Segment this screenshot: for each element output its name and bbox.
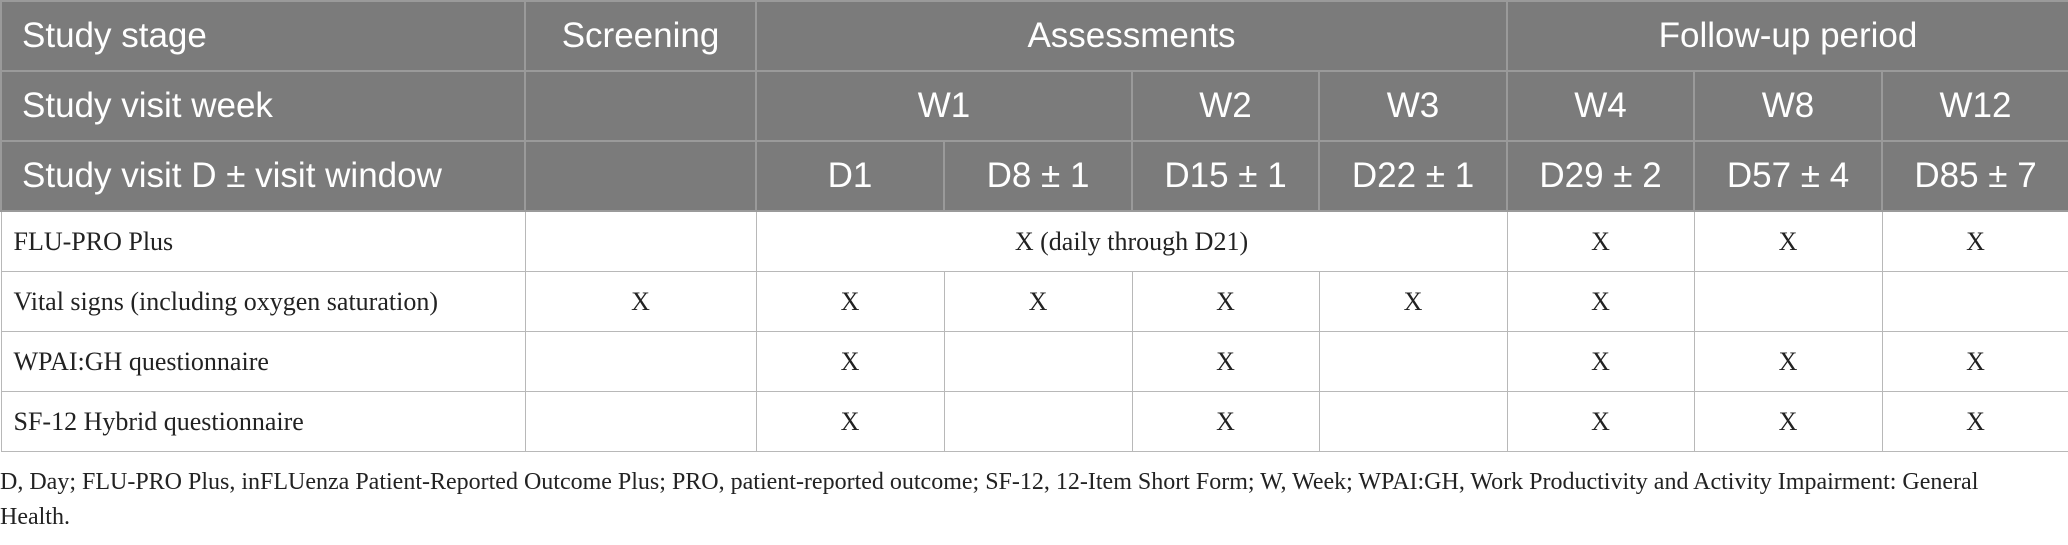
cell-d8: X xyxy=(943,271,1133,332)
cell-w12: X xyxy=(1881,210,2068,272)
cell-w12 xyxy=(1881,271,2068,332)
table-row: FLU-PRO Plus X (daily through D21) X X X xyxy=(0,210,2068,272)
cell-w4: X xyxy=(1506,210,1695,272)
header-day-d29: D29 ± 2 xyxy=(1506,140,1695,212)
cell-d15: X xyxy=(1131,271,1320,332)
cell-d8 xyxy=(943,391,1133,452)
cell-d8 xyxy=(943,331,1133,392)
header-assessments: Assessments xyxy=(755,0,1508,72)
header-week-w3: W3 xyxy=(1318,70,1508,142)
cell-w8: X xyxy=(1693,331,1883,392)
cell-w8: X xyxy=(1693,391,1883,452)
header-follow-up: Follow-up period xyxy=(1505,0,2068,72)
cell-w4: X xyxy=(1506,271,1695,332)
header-day-d15: D15 ± 1 xyxy=(1131,140,1320,212)
cell-screening xyxy=(524,391,757,452)
header-day-d8: D8 ± 1 xyxy=(943,140,1133,212)
table-row: Vital signs (including oxygen saturation… xyxy=(0,271,2068,332)
header-week-label: Study visit week xyxy=(0,70,526,142)
table-footnote: D, Day; FLU-PRO Plus, inFLUenza Patient-… xyxy=(0,469,1979,530)
cell-w12: X xyxy=(1881,331,2068,392)
cell-w4: X xyxy=(1506,391,1695,452)
cell-w8: X xyxy=(1693,210,1883,272)
cell-screening xyxy=(524,331,757,392)
header-day-screening-empty xyxy=(524,140,757,212)
cell-d15: X xyxy=(1131,391,1320,452)
cell-w8 xyxy=(1693,271,1883,332)
header-week-w2: W2 xyxy=(1131,70,1320,142)
cell-d22 xyxy=(1318,391,1508,452)
study-schedule-table: Study stage Screening Assessments Follow… xyxy=(0,0,2068,452)
row-label: SF-12 Hybrid questionnaire xyxy=(0,391,526,452)
header-week-screening-empty xyxy=(524,70,757,142)
header-row-day: Study visit D ± visit window D1 D8 ± 1 D… xyxy=(0,140,2068,212)
header-day-label: Study visit D ± visit window xyxy=(0,140,526,212)
cell-assessment-span: X (daily through D21) xyxy=(755,210,1508,272)
header-row-week: Study visit week W1 W2 W3 W4 W8 W12 xyxy=(0,70,2068,142)
header-week-w12: W12 xyxy=(1880,70,2068,142)
cell-d1: X xyxy=(755,391,945,452)
header-screening: Screening xyxy=(524,0,757,72)
table-body: FLU-PRO Plus X (daily through D21) X X X… xyxy=(0,210,2068,452)
header-day-d85: D85 ± 7 xyxy=(1880,140,2068,212)
table-header: Study stage Screening Assessments Follow… xyxy=(0,0,2068,212)
cell-d1: X xyxy=(755,331,945,392)
header-day-d1: D1 xyxy=(755,140,945,212)
header-week-w4: W4 xyxy=(1506,70,1695,142)
row-label: FLU-PRO Plus xyxy=(0,210,526,272)
cell-d22: X xyxy=(1318,271,1508,332)
header-day-d22: D22 ± 1 xyxy=(1318,140,1508,212)
cell-d22 xyxy=(1318,331,1508,392)
header-row-stage: Study stage Screening Assessments Follow… xyxy=(0,0,2068,72)
cell-screening: X xyxy=(524,271,757,332)
header-week-w8: W8 xyxy=(1693,70,1883,142)
table-row: WPAI:GH questionnaire X X X X X xyxy=(0,331,2068,392)
header-day-d57: D57 ± 4 xyxy=(1693,140,1883,212)
header-week-w1: W1 xyxy=(755,70,1133,142)
cell-screening xyxy=(524,210,757,272)
cell-d1: X xyxy=(755,271,945,332)
row-label: WPAI:GH questionnaire xyxy=(0,331,526,392)
table-row: SF-12 Hybrid questionnaire X X X X X xyxy=(0,391,2068,452)
header-stage-label: Study stage xyxy=(0,0,526,72)
cell-w12: X xyxy=(1881,391,2068,452)
cell-d15: X xyxy=(1131,331,1320,392)
row-label: Vital signs (including oxygen saturation… xyxy=(0,271,526,332)
cell-w4: X xyxy=(1506,331,1695,392)
